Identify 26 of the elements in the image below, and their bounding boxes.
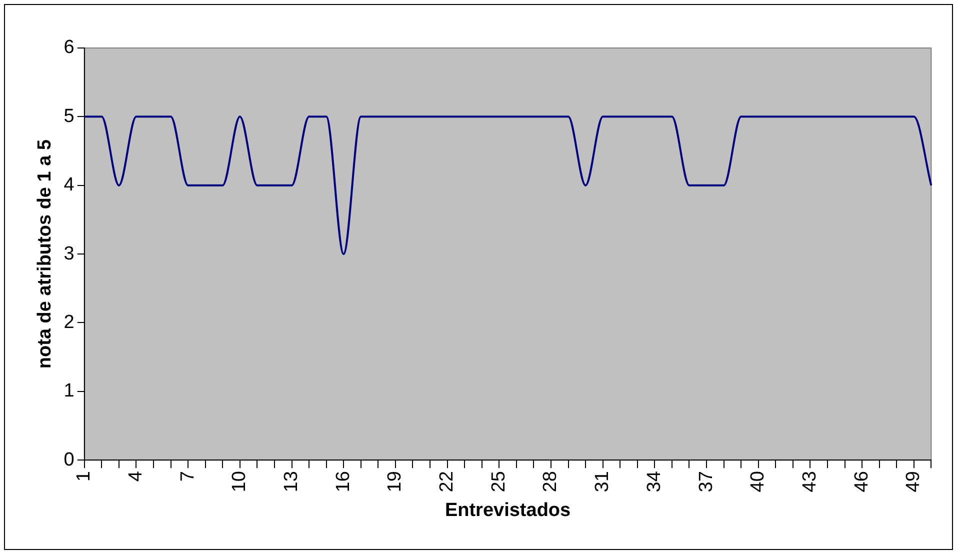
y-tick-label: 3 bbox=[64, 243, 74, 264]
y-tick-label: 4 bbox=[64, 174, 75, 196]
x-tick-label: 16 bbox=[332, 471, 354, 492]
x-tick-label: 28 bbox=[540, 471, 562, 492]
y-tick-label: 6 bbox=[64, 37, 74, 58]
x-tick-label: 34 bbox=[644, 470, 665, 492]
y-axis-title: nota de atributos de 1 a 5 bbox=[34, 139, 56, 369]
x-tick-label: 40 bbox=[748, 471, 769, 492]
x-tick-label: 25 bbox=[488, 471, 510, 492]
x-tick-label: 1 bbox=[74, 471, 95, 482]
x-tick-label: 49 bbox=[903, 471, 924, 492]
x-tick-label: 19 bbox=[384, 471, 406, 492]
y-tick-label: 5 bbox=[64, 106, 74, 127]
y-tick-label: 2 bbox=[64, 312, 74, 333]
x-tick-label: 31 bbox=[592, 471, 614, 492]
x-tick-label: 7 bbox=[177, 471, 198, 482]
y-tick-label: 1 bbox=[64, 380, 74, 402]
x-tick-label: 43 bbox=[799, 471, 820, 492]
x-tick-label: 37 bbox=[696, 471, 717, 492]
x-tick-label: 13 bbox=[280, 471, 302, 492]
x-tick-label: 46 bbox=[851, 471, 872, 492]
x-tick-label: 10 bbox=[229, 471, 250, 492]
x-tick-label: 22 bbox=[436, 471, 458, 492]
y-tick-label: 0 bbox=[64, 449, 74, 470]
x-axis-title: Entrevistados bbox=[444, 500, 571, 521]
x-tick-label: 4 bbox=[125, 470, 146, 482]
